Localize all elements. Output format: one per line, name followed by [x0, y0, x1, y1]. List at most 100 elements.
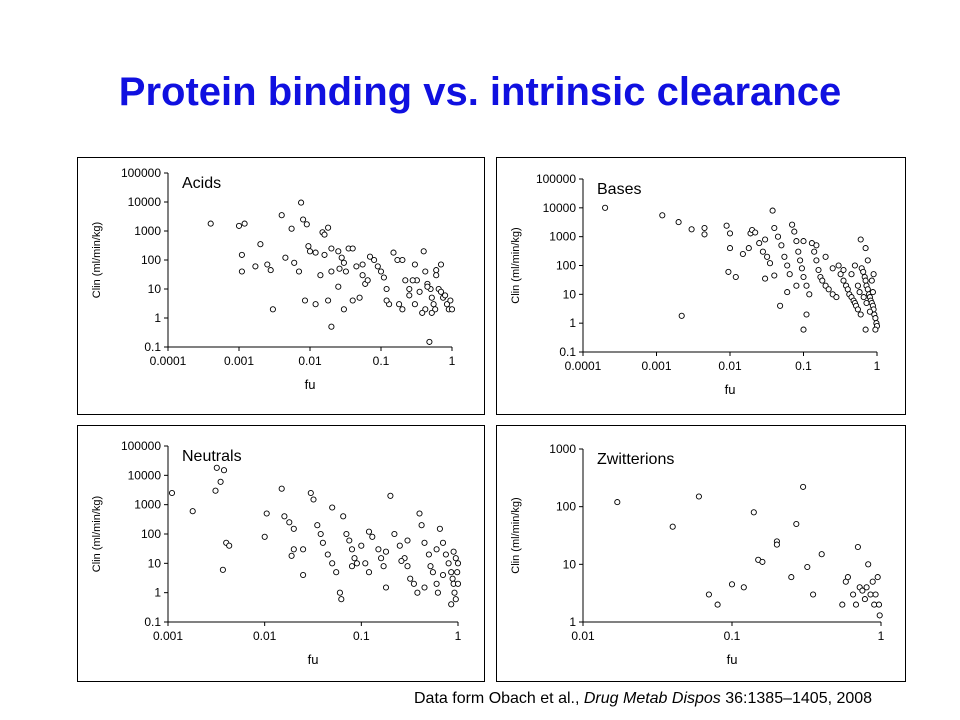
data-point	[303, 221, 310, 228]
x-tick-label: 1	[878, 629, 885, 643]
data-point	[317, 530, 324, 538]
data-point	[369, 533, 376, 540]
data-point	[804, 563, 811, 571]
data-point	[439, 571, 447, 579]
y-tick-label: 0.1	[144, 615, 161, 629]
data-point	[406, 292, 413, 299]
data-point	[380, 563, 387, 570]
data-point	[428, 309, 435, 316]
data-point	[726, 245, 734, 252]
data-point	[784, 262, 791, 269]
y-tick-label: 0.1	[559, 345, 576, 359]
data-point	[448, 569, 455, 576]
data-point	[864, 286, 871, 293]
data-point	[669, 523, 676, 530]
x-tick-label: 0.1	[724, 629, 741, 643]
data-point	[436, 525, 443, 532]
y-tick-label: 1000	[134, 224, 161, 238]
data-point	[762, 275, 769, 282]
x-tick-label: 0.01	[253, 629, 277, 643]
data-point	[421, 584, 428, 591]
data-point	[238, 268, 245, 275]
data-point	[445, 560, 452, 567]
data-point	[781, 253, 788, 260]
data-point	[819, 277, 826, 284]
data-point	[416, 510, 423, 517]
data-point	[815, 266, 822, 274]
data-point	[778, 242, 785, 249]
data-point	[353, 263, 360, 270]
data-point	[335, 248, 342, 255]
data-point	[872, 315, 879, 322]
data-point	[295, 268, 303, 275]
data-point	[336, 589, 343, 596]
y-tick-label: 1000	[134, 498, 161, 512]
data-point	[282, 254, 289, 261]
data-point	[328, 323, 335, 330]
chart-title: Zwitterions	[597, 451, 674, 468]
data-point	[789, 221, 796, 228]
data-point	[371, 256, 378, 264]
citation: Data form Obach et al., Drug Metab Dispo…	[414, 690, 872, 708]
data-point	[870, 271, 877, 278]
data-point	[307, 489, 314, 497]
data-point	[732, 273, 739, 281]
data-point	[338, 596, 345, 603]
data-point	[321, 251, 328, 258]
data-point	[390, 249, 397, 256]
data-point	[432, 306, 439, 313]
y-tick-label: 100	[141, 527, 161, 541]
data-point	[450, 548, 457, 555]
data-point	[762, 236, 769, 243]
data-point	[319, 539, 326, 546]
data-point	[866, 308, 873, 315]
data-point	[300, 546, 307, 553]
data-point	[220, 467, 228, 474]
data-point	[421, 539, 428, 546]
y-tick-label: 1000	[549, 230, 576, 244]
data-point	[797, 257, 804, 264]
data-point	[217, 478, 224, 485]
x-tick-label: 1	[449, 354, 456, 368]
citation-suffix: 36:1385–1405, 2008	[720, 690, 873, 707]
y-tick-label: 100	[141, 253, 161, 267]
data-point	[343, 530, 350, 538]
data-point	[336, 265, 343, 272]
chart-panel-bases: 0.1 1 10 100 1000 10000 100000 0.0001 0.001 0.01 0…	[496, 157, 906, 415]
data-point	[764, 253, 771, 260]
data-point	[813, 257, 820, 264]
data-point	[793, 238, 800, 245]
x-tick-label: 0.0001	[150, 354, 187, 368]
data-point	[387, 492, 394, 499]
data-point	[874, 574, 881, 581]
data-point	[811, 248, 818, 255]
data-point	[430, 301, 437, 308]
data-point	[429, 569, 436, 576]
data-point	[750, 509, 757, 516]
y-axis-label: Clin (ml/min/kg)	[510, 497, 522, 573]
data-point	[168, 489, 176, 497]
data-point	[364, 277, 371, 284]
x-tick-label: 0.001	[224, 354, 254, 368]
data-point	[416, 288, 423, 295]
data-point	[678, 312, 685, 319]
data-point	[288, 225, 295, 232]
data-point	[442, 292, 449, 299]
data-point	[342, 268, 349, 275]
data-point	[396, 301, 403, 308]
data-point	[422, 268, 429, 275]
data-point	[822, 253, 829, 260]
data-point	[806, 291, 813, 298]
data-point	[226, 542, 233, 549]
data-point	[857, 311, 864, 318]
data-point	[335, 283, 342, 290]
data-point	[291, 259, 298, 266]
chart-panel-acids: 0.1 1 10 100 1000 10000 100000 0.0001 0.001 0.01 0…	[77, 157, 485, 415]
data-point	[264, 261, 271, 268]
y-tick-label: 10	[563, 287, 577, 301]
data-point	[340, 513, 347, 520]
data-point	[377, 268, 385, 275]
data-point	[675, 219, 682, 226]
y-axis-label: Clin (ml/min/kg)	[91, 496, 103, 572]
data-point	[399, 256, 406, 264]
